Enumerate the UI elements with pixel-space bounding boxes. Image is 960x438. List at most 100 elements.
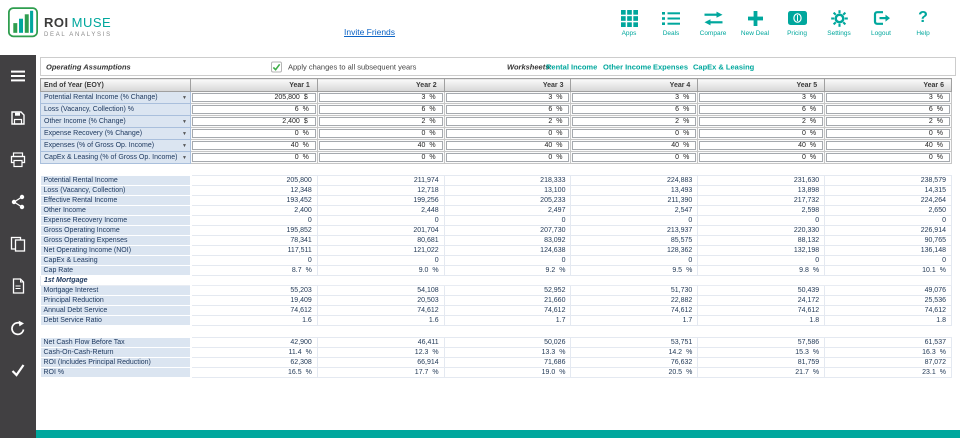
nav-deals-button[interactable]: Deals [650, 9, 692, 37]
result-value-cell: 205,800 [190, 175, 318, 186]
nav-help-button[interactable]: ? Help [902, 9, 944, 38]
assumptions-toolbar: Operating Assumptions Apply changes to a… [40, 57, 956, 76]
nav-settings-button[interactable]: Settings [818, 9, 860, 37]
assumption-input[interactable]: 2% [318, 117, 443, 126]
check-icon [272, 63, 281, 71]
dropdown-arrow-icon[interactable]: ▼ [182, 154, 187, 161]
brand-subtitle: DEAL ANALYSIS [44, 31, 112, 38]
nav-pricing-button[interactable]: Pricing [776, 9, 818, 37]
sidebar-copy-button[interactable] [9, 236, 27, 254]
assumption-input[interactable]: 0% [826, 153, 950, 162]
brand-secondary: MUSE [71, 14, 112, 30]
assumption-input[interactable]: 6% [699, 105, 824, 114]
dropdown-arrow-icon[interactable]: ▼ [182, 142, 187, 149]
assumption-input[interactable]: 0% [572, 153, 697, 162]
new-deal-plus-icon [747, 9, 763, 27]
app-logo[interactable]: ROI MUSE DEAL ANALYSIS [8, 7, 112, 46]
assumption-input[interactable]: 3% [699, 93, 824, 102]
assumption-input[interactable]: 40% [445, 141, 570, 150]
assumption-input[interactable]: 6% [192, 105, 316, 114]
apply-all-label: Apply changes to all subsequent years [288, 62, 417, 71]
result-label: Gross Operating Expenses [40, 235, 192, 246]
section-row: 1st Mortgage [40, 275, 952, 286]
horizontal-scrollbar[interactable] [36, 430, 960, 438]
nav-logout-button[interactable]: Logout [860, 9, 902, 37]
result-value-cell: 9.8% [697, 265, 826, 276]
worksheet-link-capex-leasing[interactable]: CapEx & Leasing [693, 62, 755, 71]
assumption-input[interactable]: 3% [445, 93, 570, 102]
nav-new-deal-button[interactable]: New Deal [734, 9, 776, 37]
assumption-label: Other Income (% Change) ▼ [40, 115, 191, 128]
nav-label: Pricing [787, 30, 807, 37]
result-value-cell: 2,400 [190, 205, 318, 216]
result-value-cell: 16.5% [190, 367, 318, 378]
assumption-input[interactable]: 40% [699, 141, 824, 150]
result-value-cell: 74,612 [190, 305, 318, 316]
dropdown-arrow-icon[interactable]: ▼ [182, 118, 187, 125]
result-value-cell: 193,452 [190, 195, 318, 206]
assumption-input[interactable]: 2% [572, 117, 697, 126]
result-label: Net Operating Income (NOI) [40, 245, 192, 256]
result-value-cell: 12.3% [316, 347, 445, 358]
dropdown-arrow-icon[interactable]: ▼ [182, 94, 187, 101]
dropdown-arrow-icon[interactable]: ▼ [182, 130, 187, 137]
assumption-input[interactable]: 6% [826, 105, 950, 114]
nav-apps-button[interactable]: Apps [608, 9, 650, 37]
assumption-input[interactable]: 2,400 $ [192, 117, 316, 126]
worksheet-link-expenses[interactable]: Expenses [653, 62, 689, 71]
assumption-input[interactable]: 0% [445, 153, 570, 162]
assumption-input[interactable]: 40% [192, 141, 316, 150]
year-column-header: Year 5 [697, 78, 826, 92]
assumption-input[interactable]: 6% [572, 105, 697, 114]
section-title: Operating Assumptions [46, 62, 131, 71]
assumption-input[interactable]: 6% [445, 105, 570, 114]
analysis-table: End of Year (EOY) Year 1 Year 2 Year 3 Year … [40, 78, 952, 378]
sidebar-print-button[interactable] [9, 151, 27, 170]
assumption-input[interactable]: 6% [318, 105, 443, 114]
assumption-cell: 0% [190, 127, 318, 140]
assumption-input[interactable]: 2% [826, 117, 950, 126]
worksheet-link-other-income[interactable]: Other Income [603, 62, 652, 71]
assumption-input[interactable]: 3% [572, 93, 697, 102]
assumption-input[interactable]: 40% [826, 141, 950, 150]
result-value-cell: 81,759 [697, 357, 826, 368]
sidebar-pdf-button[interactable] [9, 277, 27, 296]
assumption-input[interactable]: 40% [572, 141, 697, 150]
result-row: CapEx & Leasing 0 0 0 0 0 0 [40, 255, 952, 266]
invite-friends-link[interactable]: Invite Friends [344, 27, 396, 37]
assumption-input[interactable]: 0% [192, 129, 316, 138]
nav-compare-button[interactable]: Compare [692, 9, 734, 37]
assumption-cell: 2% [570, 115, 699, 128]
worksheet-link-rental-income[interactable]: Rental Income [546, 62, 598, 71]
result-label: Gross Operating Income [40, 225, 192, 236]
sidebar-share-button[interactable] [9, 194, 27, 212]
sidebar-save-button[interactable] [9, 110, 27, 128]
assumption-input[interactable]: 0% [826, 129, 950, 138]
assumption-input[interactable]: 40% [318, 141, 443, 150]
sidebar-undo-button[interactable] [9, 320, 27, 338]
assumption-input[interactable]: 2% [445, 117, 570, 126]
assumption-input[interactable]: 0% [445, 129, 570, 138]
assumption-input[interactable]: 0% [192, 153, 316, 162]
result-value-cell: 50,026 [443, 337, 572, 348]
result-value-cell: 1.6 [190, 315, 318, 326]
assumption-input[interactable]: 3% [318, 93, 443, 102]
assumption-input[interactable]: 0% [318, 129, 443, 138]
assumption-input[interactable]: 3% [826, 93, 950, 102]
result-value-cell: 0 [697, 215, 826, 226]
apply-all-checkbox[interactable] [271, 61, 282, 72]
assumption-input[interactable]: 0% [699, 129, 824, 138]
assumption-input[interactable]: 205,800 $ [192, 93, 316, 102]
assumption-input[interactable]: 0% [318, 153, 443, 162]
assumption-input[interactable]: 0% [572, 129, 697, 138]
assumption-input[interactable]: 2% [699, 117, 824, 126]
result-value-cell: 55,203 [190, 285, 318, 296]
assumption-input[interactable]: 0% [699, 153, 824, 162]
result-value-cell: 217,732 [697, 195, 826, 206]
result-value-cell: 83,092 [443, 235, 572, 246]
sidebar-confirm-button[interactable] [9, 363, 27, 380]
sidebar-menu-button[interactable] [9, 70, 27, 86]
spacer-cell [40, 163, 952, 176]
brand-primary: ROI [44, 14, 69, 30]
result-row: Effective Rental Income 193,452 199,256 205… [40, 195, 952, 206]
